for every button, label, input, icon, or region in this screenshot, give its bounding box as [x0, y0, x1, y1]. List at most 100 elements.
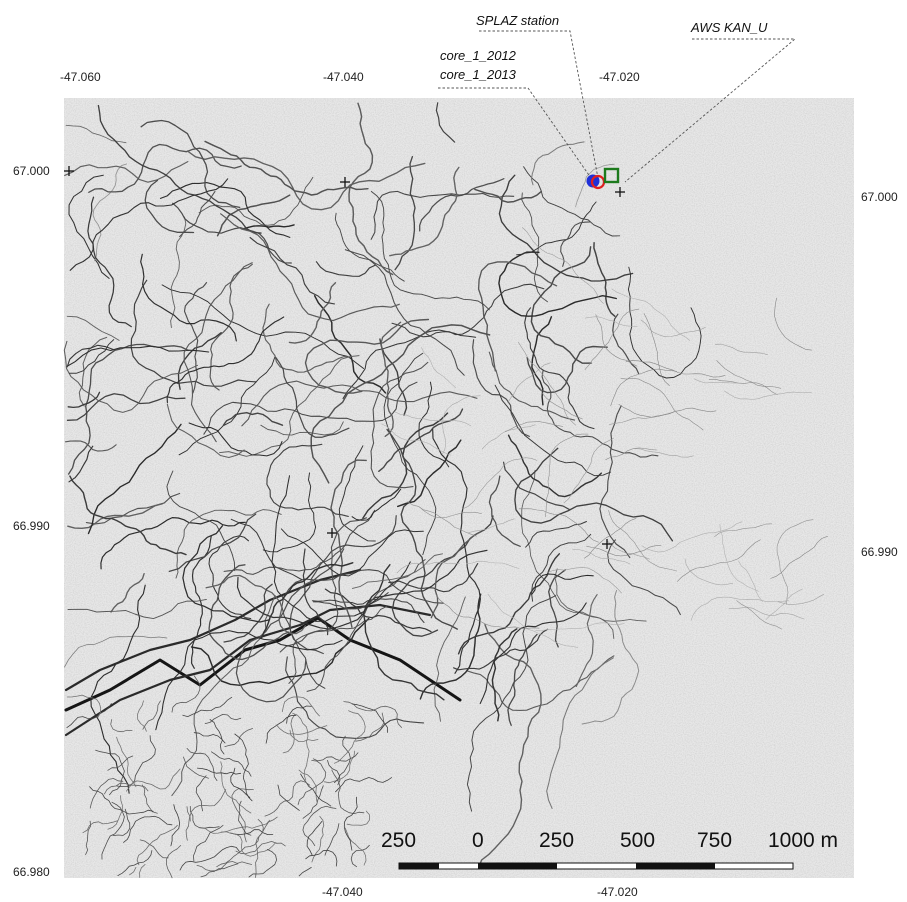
grid-cross	[340, 177, 350, 187]
channel-line	[432, 428, 481, 674]
channel-line	[546, 657, 614, 809]
core-leader	[438, 87, 592, 179]
channel-line	[770, 535, 828, 579]
channel-line	[315, 261, 377, 277]
top-axis-label: -47.040	[323, 70, 364, 84]
channel-line	[516, 201, 597, 256]
channel-line	[68, 174, 110, 279]
channel-line	[100, 517, 246, 570]
channel-line	[584, 316, 638, 327]
channel-line	[563, 437, 614, 504]
channel-line	[608, 509, 678, 572]
leader-lines	[438, 30, 797, 183]
channel-line	[634, 448, 694, 458]
channel-line	[546, 567, 622, 594]
channel-line	[85, 820, 91, 855]
channel-line	[170, 216, 187, 329]
splaz-leader	[479, 30, 599, 179]
channel-line	[126, 768, 181, 792]
channel-line	[97, 104, 262, 234]
channel-line	[435, 594, 540, 629]
channel-line	[305, 850, 338, 867]
channel-line	[66, 344, 114, 368]
channel-line	[235, 548, 345, 703]
channel-line	[67, 391, 101, 409]
channel-line	[220, 831, 277, 857]
channel-line	[380, 321, 402, 437]
channel-line	[298, 867, 312, 877]
channel-line	[271, 475, 411, 622]
channel-line	[200, 863, 239, 878]
channel-line	[641, 521, 743, 553]
channel-line	[584, 518, 637, 559]
channel-line	[620, 377, 704, 431]
channel-line	[477, 261, 558, 372]
channel-line	[179, 845, 240, 871]
grid-cross	[602, 539, 612, 549]
channel-line	[64, 440, 117, 452]
channel-line	[468, 518, 515, 533]
top-axis-label: -47.020	[599, 70, 640, 84]
channel-line	[530, 246, 592, 364]
channel-line	[348, 102, 394, 276]
channel-line	[441, 395, 481, 455]
channel-line	[87, 196, 132, 328]
channel-line	[719, 523, 759, 592]
channel-line	[396, 561, 460, 574]
channel-line	[208, 535, 252, 620]
channel-line	[521, 469, 647, 622]
channel-line	[330, 459, 367, 628]
channel-line	[343, 701, 403, 728]
channel-line	[607, 539, 681, 616]
channel-line	[351, 553, 443, 589]
channel-line	[327, 760, 341, 786]
channel-line	[586, 544, 662, 557]
channel-line	[68, 445, 94, 483]
channel-line	[89, 786, 154, 815]
channel-line	[396, 439, 462, 508]
right-axis-label: 67.000	[861, 190, 898, 204]
channel-line	[242, 224, 295, 230]
channel-line	[78, 336, 108, 407]
channel-line	[288, 606, 387, 684]
channel-line	[640, 319, 706, 338]
channel-line	[525, 521, 587, 548]
channel-line	[69, 475, 187, 556]
splaz-station-label: SPLAZ station	[476, 13, 560, 28]
channel-line	[90, 584, 146, 794]
channel-line	[230, 767, 251, 798]
channel-line	[168, 513, 257, 573]
channel-line	[264, 780, 311, 817]
scale-bar-label: 500	[620, 829, 656, 852]
channel-line	[116, 735, 156, 787]
channel-line	[335, 777, 393, 793]
channel-line	[618, 404, 717, 418]
channel-line	[177, 332, 222, 390]
channel-line	[231, 788, 254, 843]
channel-line	[139, 864, 146, 878]
channel-line	[541, 370, 659, 458]
channel-line	[209, 719, 225, 755]
channel-line	[344, 249, 465, 376]
channel-line	[643, 313, 670, 386]
channel-line	[521, 227, 604, 304]
channel-line	[323, 750, 356, 784]
channel-line	[136, 824, 178, 866]
scale-bar-label: 250	[381, 829, 417, 852]
grid-cross	[64, 166, 74, 176]
channel-line	[198, 176, 314, 226]
channel-line	[488, 351, 576, 421]
channel-line	[142, 700, 161, 730]
channel-line	[625, 360, 726, 378]
channel-line	[172, 202, 292, 264]
channel-line	[275, 356, 350, 438]
bottom-axis-label: -47.020	[597, 885, 638, 899]
channel-line	[220, 213, 400, 322]
channel-line	[208, 564, 290, 661]
channel-line	[419, 593, 482, 700]
channel-line	[171, 675, 201, 713]
channel-line	[183, 262, 253, 443]
channel-line	[581, 589, 640, 725]
channel-line	[282, 714, 296, 754]
channel-line	[502, 461, 571, 511]
